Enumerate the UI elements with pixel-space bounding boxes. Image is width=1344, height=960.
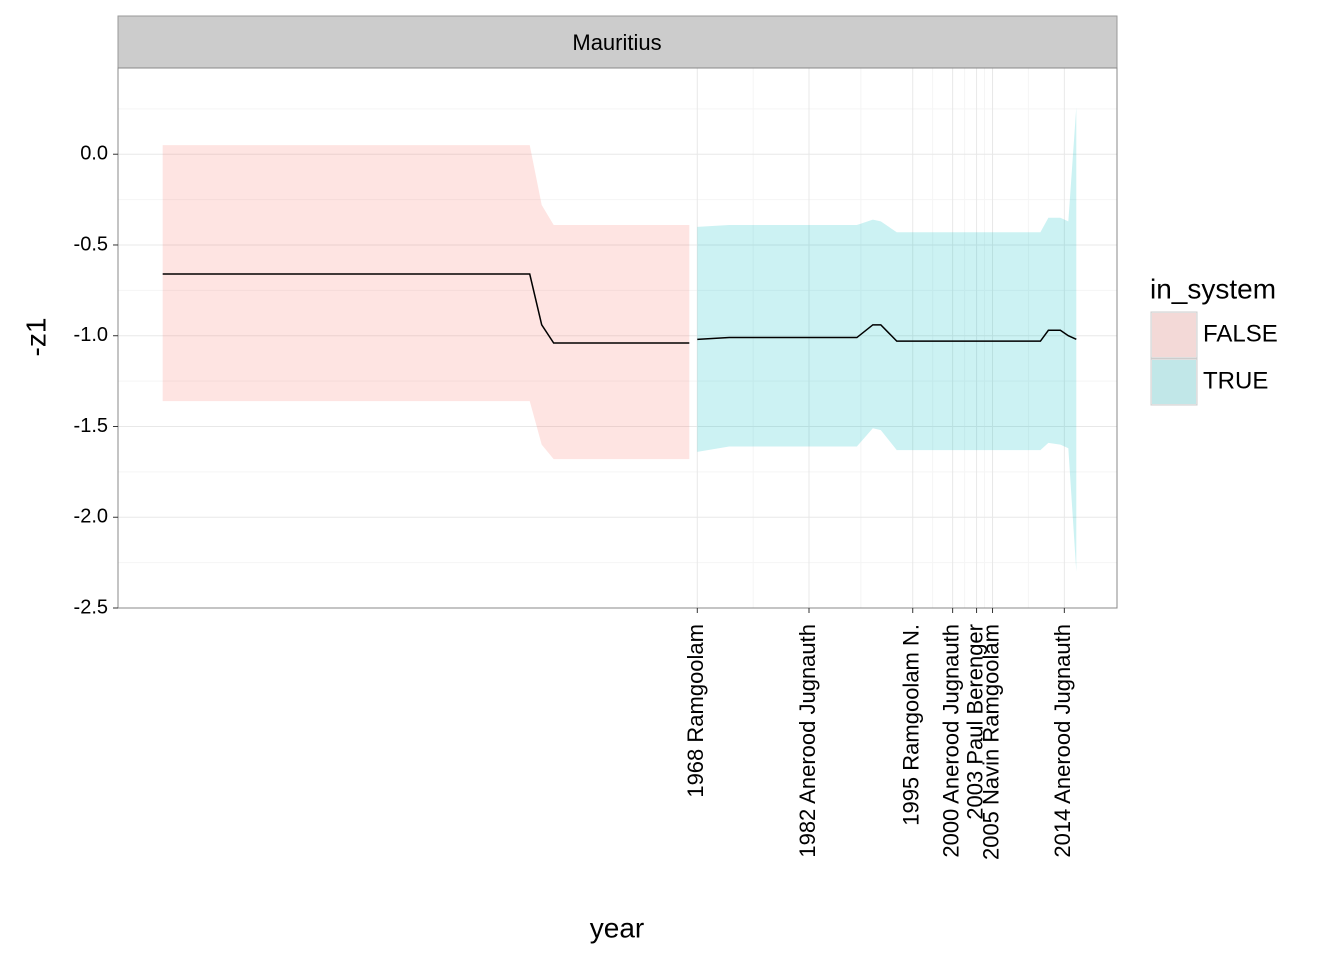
x-tick-label: 1968 Ramgoolam [683, 624, 708, 798]
y-tick-label: -2.0 [74, 506, 108, 528]
y-axis-title: -z1 [20, 318, 51, 357]
x-tick-label: 2005 Navin Ramgoolam [978, 624, 1003, 860]
line [697, 324, 1077, 342]
plot-area [118, 68, 1117, 609]
legend-key [1152, 360, 1196, 404]
x-axis-title: year [590, 912, 644, 943]
y-tick-label: 0.0 [80, 142, 108, 164]
ribbon [697, 107, 1077, 572]
x-tick-label: 2000 Anerood Jugnauth [938, 624, 963, 858]
x-tick-label: 1982 Anerood Jugnauth [795, 624, 820, 858]
line [162, 273, 690, 344]
y-tick-label: -1.5 [74, 415, 108, 437]
legend-key [1152, 313, 1196, 357]
panel-border [117, 67, 1118, 609]
strip [117, 15, 1118, 69]
x-tick-label: 1995 Ramgoolam N. [899, 624, 924, 826]
legend-key-bg [1150, 358, 1198, 406]
panel-background [118, 68, 1117, 608]
legend-label: TRUE [1203, 367, 1268, 394]
y-tick-label: -2.5 [74, 596, 108, 618]
legend-title: in_system [1150, 273, 1276, 304]
legend-label: FALSE [1203, 320, 1278, 347]
ribbon [162, 145, 690, 460]
y-tick-label: -1.0 [74, 324, 108, 346]
legend-key-bg [1150, 311, 1198, 359]
x-tick-label: 2014 Anerood Jugnauth [1050, 624, 1075, 858]
y-tick-label: -0.5 [74, 233, 108, 255]
strip-label: Mauritius [572, 30, 661, 55]
x-tick-label: 2003 Paul Berenger [962, 624, 987, 820]
